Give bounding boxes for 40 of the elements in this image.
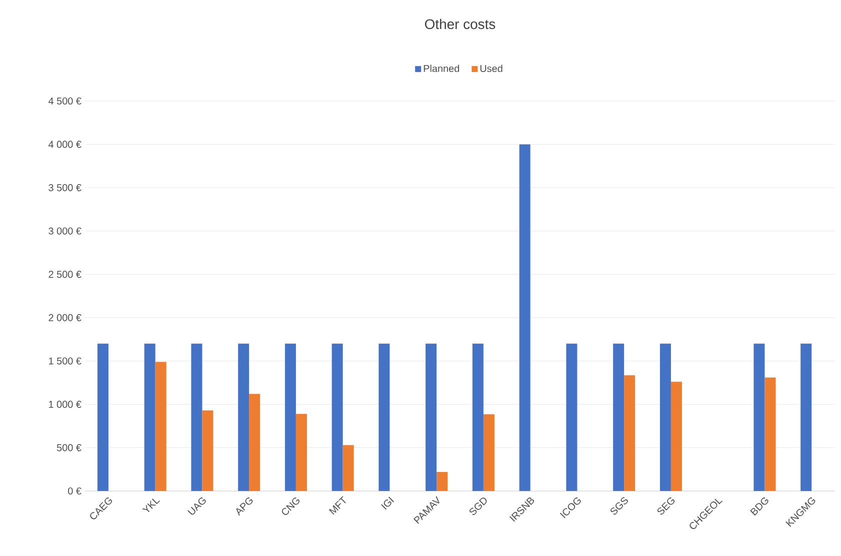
- bar: [155, 362, 166, 491]
- y-tick-label: 0 €: [68, 487, 82, 495]
- legend-label: Used: [480, 64, 502, 72]
- bar: [296, 414, 307, 491]
- bar: [249, 394, 260, 491]
- y-tick-label: 3 000 €: [48, 227, 82, 235]
- bar: [378, 344, 390, 491]
- bar: [238, 344, 250, 491]
- bar: [426, 344, 437, 491]
- bar: [483, 414, 494, 491]
- bar: [332, 344, 343, 491]
- y-tick-label: 2 000 €: [48, 314, 82, 322]
- y-tick-label: 4 500 €: [48, 97, 82, 105]
- y-tick-label: 1 500 €: [49, 357, 82, 365]
- bar: [764, 377, 776, 491]
- bar: [472, 344, 484, 491]
- bar: [144, 344, 156, 491]
- chart-title: Other costs: [425, 18, 496, 30]
- bar: [436, 472, 448, 491]
- x-tick-label: IGI: [381, 496, 394, 510]
- legend-label: Planned: [424, 64, 460, 72]
- bar: [519, 144, 530, 491]
- bar: [342, 445, 354, 491]
- bar: [670, 382, 682, 491]
- y-tick-label: 1 000 €: [49, 400, 82, 408]
- bar: [97, 344, 108, 491]
- bar: [284, 344, 296, 491]
- bar: [800, 344, 812, 491]
- y-tick-label: 2 500 €: [48, 270, 82, 278]
- x-tick-label: YKL: [142, 498, 160, 512]
- bar: [202, 410, 214, 491]
- y-tick-label: 3 500 €: [48, 184, 82, 192]
- bar: [660, 344, 671, 491]
- bar: [754, 344, 765, 491]
- bar: [613, 344, 624, 491]
- y-tick-label: 500 €: [56, 444, 82, 452]
- bar: [566, 344, 578, 491]
- y-tick-label: 4 000 €: [48, 140, 82, 148]
- bar: [624, 375, 636, 491]
- bar: [191, 344, 202, 491]
